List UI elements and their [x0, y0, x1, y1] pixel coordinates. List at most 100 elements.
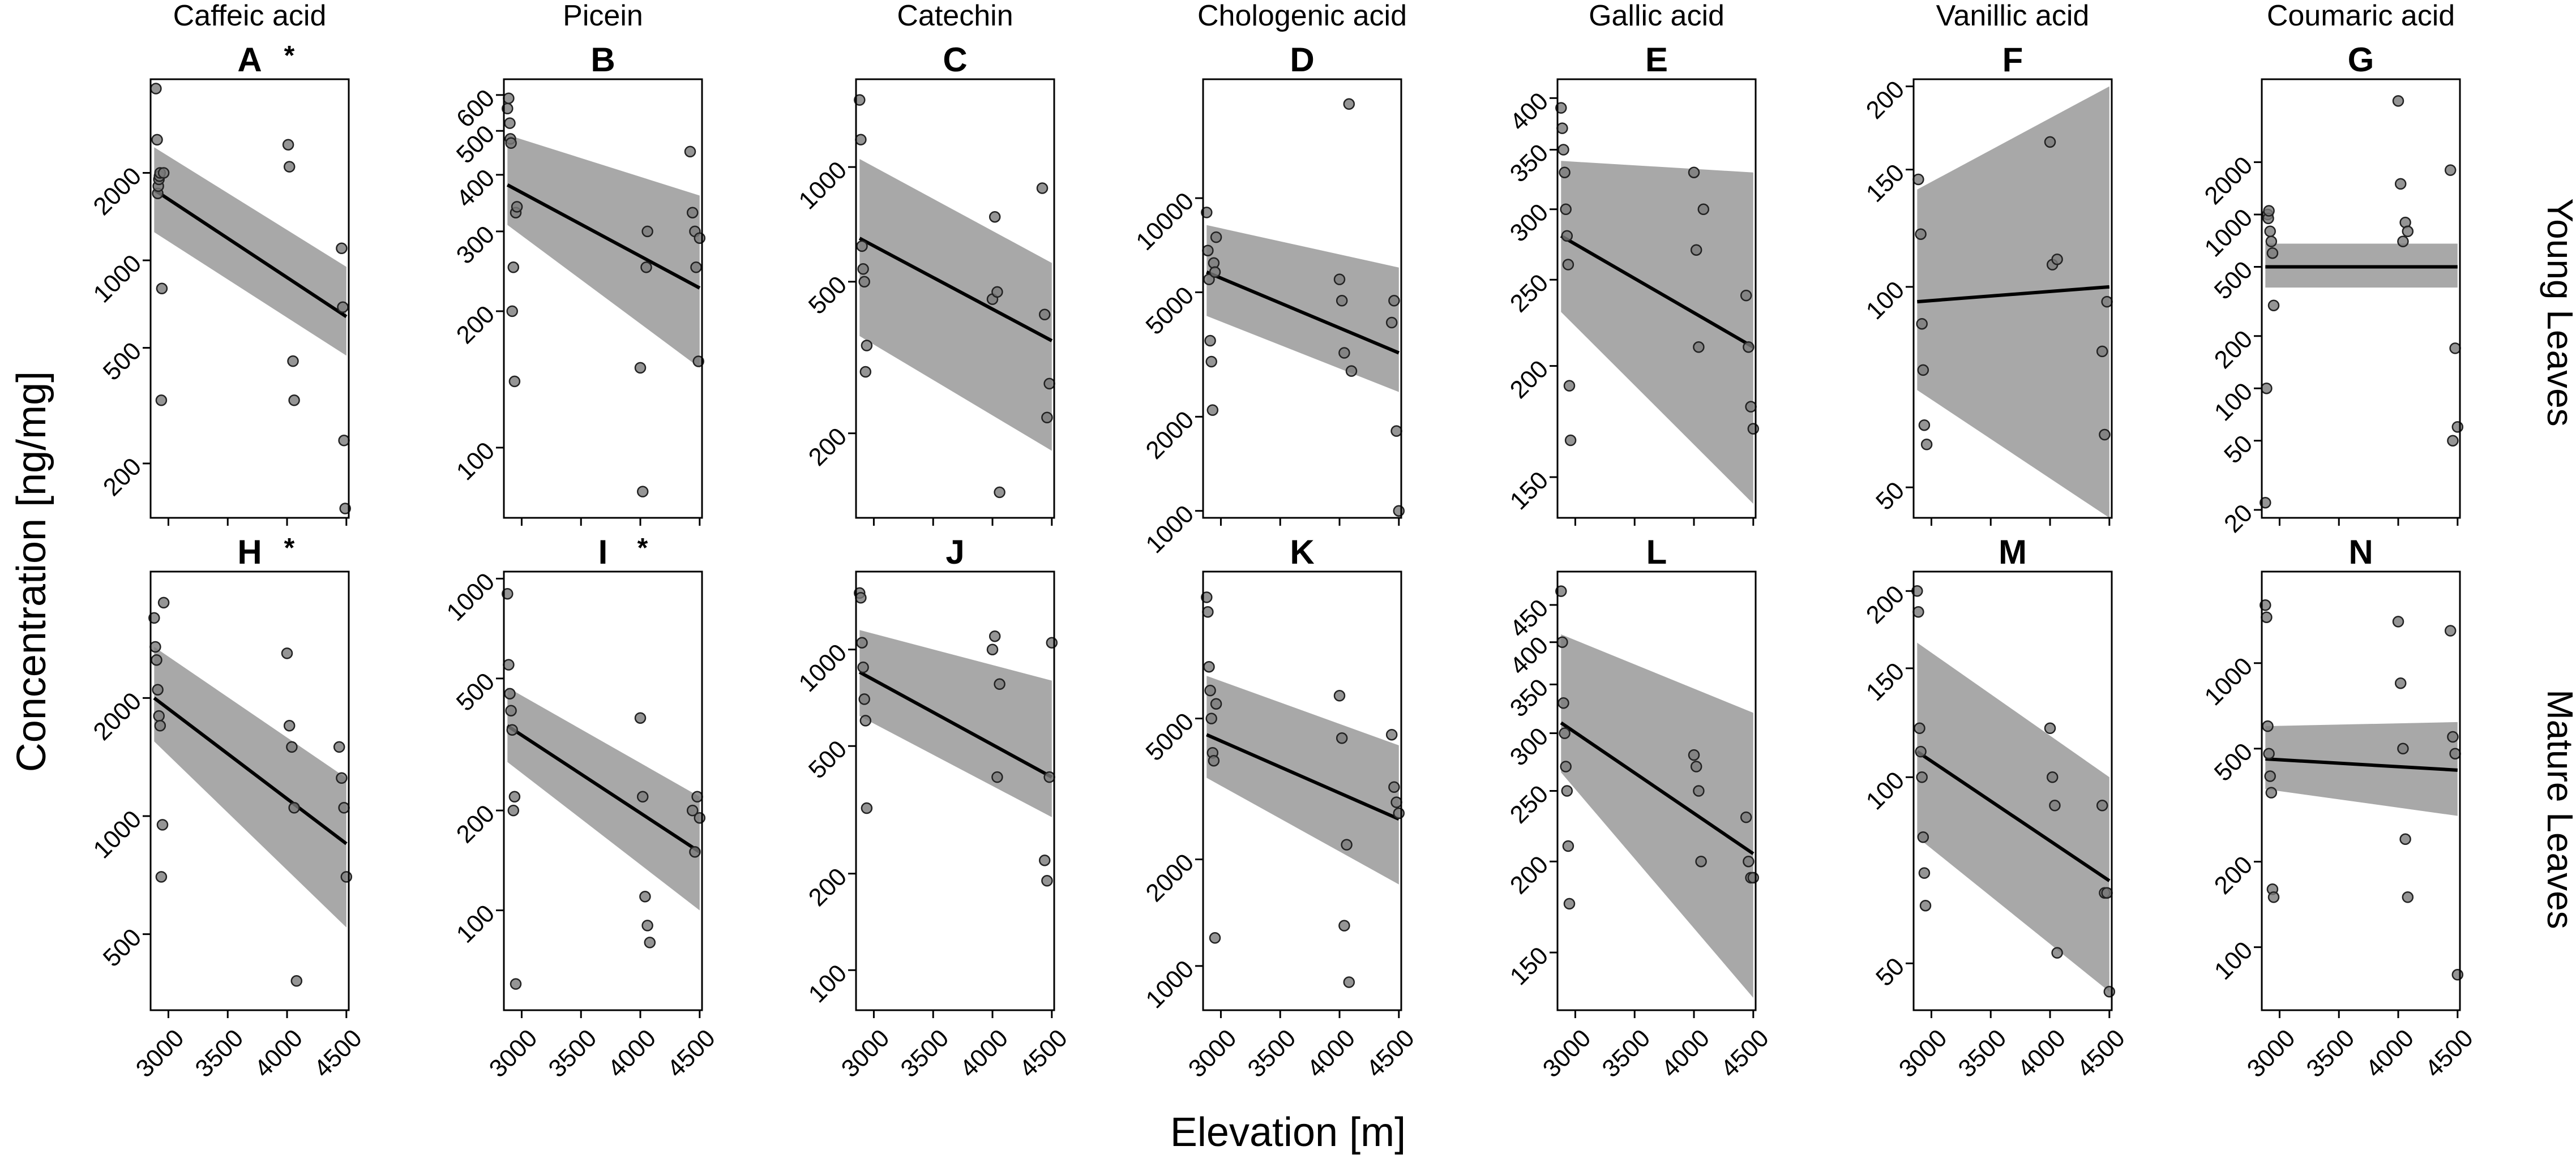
data-point — [2267, 299, 2280, 311]
data-point — [1204, 684, 1216, 697]
panel-n: 100 200 500 1000 3000 3500 4000 4500 N — [2199, 533, 2478, 1083]
regression-line — [2265, 757, 2458, 772]
x-tick-label: 4500 — [2072, 1024, 2130, 1083]
y-tick-label: 200 — [2209, 851, 2258, 900]
data-point — [1390, 425, 1402, 437]
data-point — [510, 978, 522, 990]
regression-line — [1206, 271, 1400, 355]
plot-frame — [1912, 570, 2113, 1011]
significance-marker: * — [284, 533, 295, 563]
regression-line — [506, 183, 701, 290]
x-tick-label: 3500 — [1597, 1024, 1655, 1083]
data-point — [641, 225, 653, 238]
plot-frame — [2261, 78, 2461, 519]
data-point — [1697, 203, 1710, 216]
data-point — [686, 804, 699, 817]
data-point — [1393, 807, 1405, 819]
data-point — [2266, 247, 2279, 259]
data-point — [2392, 95, 2404, 107]
y-tick-label: 2000 — [88, 162, 147, 221]
data-point — [1562, 259, 1574, 271]
data-point — [1202, 244, 1214, 256]
data-point — [2265, 787, 2278, 799]
data-point — [1559, 166, 1571, 178]
data-point — [1690, 761, 1702, 773]
y-tick-label: 100 — [2209, 377, 2258, 427]
data-point — [1688, 749, 1700, 761]
panel-letter: B — [590, 41, 615, 79]
y-tick-label: 2000 — [2199, 151, 2258, 210]
y-tick-label: 400 — [451, 164, 500, 213]
data-point — [333, 741, 345, 753]
data-point — [283, 161, 296, 173]
data-point — [1038, 308, 1051, 321]
data-point — [150, 83, 162, 95]
y-axis-title: Concentration [ng/mg] — [9, 371, 54, 772]
x-tick-label: 3000 — [131, 1024, 190, 1083]
data-point — [1336, 295, 1348, 307]
y-tick-label: 100 — [1861, 276, 1910, 325]
data-point — [507, 261, 520, 273]
data-point — [286, 741, 298, 753]
data-point — [2263, 748, 2275, 759]
x-tick-label: 4500 — [2420, 1024, 2479, 1083]
x-tick-label: 3500 — [543, 1024, 602, 1083]
data-point — [1920, 439, 1933, 450]
data-point — [338, 435, 350, 447]
data-point — [684, 145, 696, 158]
data-point — [2264, 770, 2276, 782]
data-point — [1201, 591, 1213, 603]
confidence-band — [1917, 86, 2109, 518]
y-tick-label: 150 — [1505, 466, 1554, 516]
x-tick-label: 3500 — [1953, 1024, 2012, 1083]
plot-frame — [1912, 78, 2113, 519]
y-tick-label: 100 — [803, 959, 853, 1008]
data-point — [634, 712, 647, 724]
data-point — [1915, 228, 1927, 240]
confidence-band — [507, 687, 700, 911]
data-point — [1206, 404, 1219, 416]
data-point — [694, 812, 706, 824]
data-point — [686, 207, 699, 218]
y-tick-label: 350 — [1505, 673, 1554, 723]
y-tick-label: 150 — [1861, 658, 1910, 707]
data-point — [1564, 434, 1577, 447]
y-tick-label: 400 — [1505, 87, 1554, 136]
data-point — [1202, 606, 1214, 618]
data-point — [2449, 748, 2461, 759]
data-point — [2265, 235, 2278, 247]
plot-frame — [2261, 570, 2461, 1011]
data-point — [1038, 854, 1051, 866]
data-point — [1743, 855, 1755, 868]
data-point — [1343, 98, 1355, 110]
panel-j: 100 200 500 1000 3000 3500 4000 4500 J — [793, 533, 1073, 1083]
y-tick-label: 500 — [803, 271, 853, 320]
data-point — [151, 134, 163, 146]
plot-frame — [855, 570, 1055, 1011]
data-point — [2096, 800, 2108, 812]
data-point — [1740, 289, 1752, 302]
data-point — [1916, 771, 1928, 783]
data-point — [2046, 771, 2059, 783]
y-tick-label: 100 — [451, 899, 500, 949]
data-point — [157, 167, 170, 179]
data-point — [989, 211, 1001, 223]
data-point — [1743, 341, 1755, 353]
panel-letter: G — [2348, 41, 2374, 79]
data-point — [336, 772, 348, 784]
data-point — [1563, 380, 1576, 392]
data-point — [508, 375, 521, 388]
data-point — [2099, 428, 2111, 441]
y-tick-label: 200 — [803, 862, 853, 912]
x-tick-label: 3500 — [895, 1024, 954, 1083]
data-point — [1918, 419, 1931, 431]
panel-m: 50 100 150 200 3000 3500 4000 4500 M — [1861, 533, 2130, 1083]
data-point — [854, 94, 866, 106]
data-point — [2397, 235, 2409, 247]
data-point — [1041, 875, 1053, 887]
y-tick-label: 2000 — [1140, 406, 1199, 465]
x-tick-label: 3000 — [484, 1024, 543, 1083]
y-tick-label: 5000 — [1140, 281, 1199, 340]
y-tick-label: 600 — [451, 84, 500, 133]
